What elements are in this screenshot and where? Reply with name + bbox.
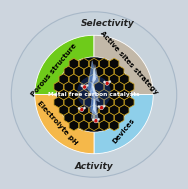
Polygon shape xyxy=(87,61,98,115)
Text: Activity: Activity xyxy=(75,162,113,171)
Circle shape xyxy=(92,119,95,121)
Circle shape xyxy=(103,81,106,83)
Polygon shape xyxy=(92,68,96,113)
Circle shape xyxy=(81,85,83,87)
Text: Electrolyte pH: Electrolyte pH xyxy=(36,100,78,146)
Wedge shape xyxy=(94,94,153,154)
Circle shape xyxy=(83,107,86,109)
Circle shape xyxy=(97,118,100,121)
Wedge shape xyxy=(35,35,94,94)
Text: Metal free carbon catalysts: Metal free carbon catalysts xyxy=(48,92,140,97)
Circle shape xyxy=(56,57,132,132)
Circle shape xyxy=(103,105,105,107)
Circle shape xyxy=(105,81,109,85)
Circle shape xyxy=(99,106,104,110)
Circle shape xyxy=(94,119,98,123)
Polygon shape xyxy=(90,64,100,123)
Circle shape xyxy=(78,107,80,110)
Circle shape xyxy=(86,84,88,87)
Text: Porous structure: Porous structure xyxy=(30,42,78,97)
Wedge shape xyxy=(35,94,94,154)
Text: Devices: Devices xyxy=(112,117,136,144)
Circle shape xyxy=(77,76,111,110)
Circle shape xyxy=(109,81,111,83)
Circle shape xyxy=(11,12,177,177)
Circle shape xyxy=(98,105,100,108)
Wedge shape xyxy=(94,35,153,94)
Circle shape xyxy=(83,85,87,89)
Text: Active sites strategy: Active sites strategy xyxy=(99,30,159,96)
Text: Selectivity: Selectivity xyxy=(81,19,135,28)
Circle shape xyxy=(80,108,84,112)
